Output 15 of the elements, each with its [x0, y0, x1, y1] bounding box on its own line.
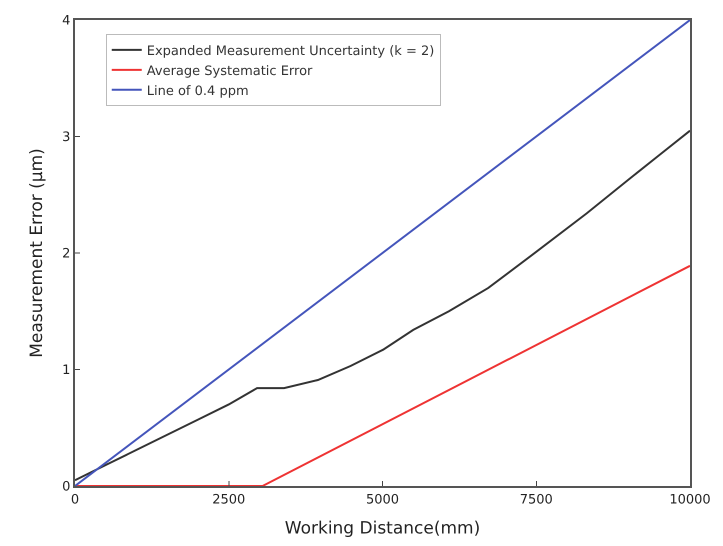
y-tick-label: 1	[62, 363, 70, 378]
y-axis-title: Measurement Error (µm)	[27, 148, 48, 358]
x-axis-title: Working Distance(mm)	[284, 518, 480, 538]
x-tick-label: 5000	[366, 492, 400, 508]
y-tick-label: 4	[62, 14, 70, 29]
x-tick-label: 10000	[669, 492, 711, 508]
legend-label: Average Systematic Error	[146, 64, 314, 79]
legend-label: Line of 0.4 ppm	[146, 84, 249, 99]
legend-label: Expanded Measurement Uncertainty (k = 2)	[146, 44, 434, 59]
line-series	[75, 130, 690, 482]
x-tick-label: 2500	[212, 492, 246, 508]
y-tick-label: 2	[62, 246, 70, 262]
y-tick-label: 0	[62, 480, 70, 495]
y-tick-label: 3	[62, 130, 70, 146]
x-tick-label: 7500	[520, 492, 553, 508]
